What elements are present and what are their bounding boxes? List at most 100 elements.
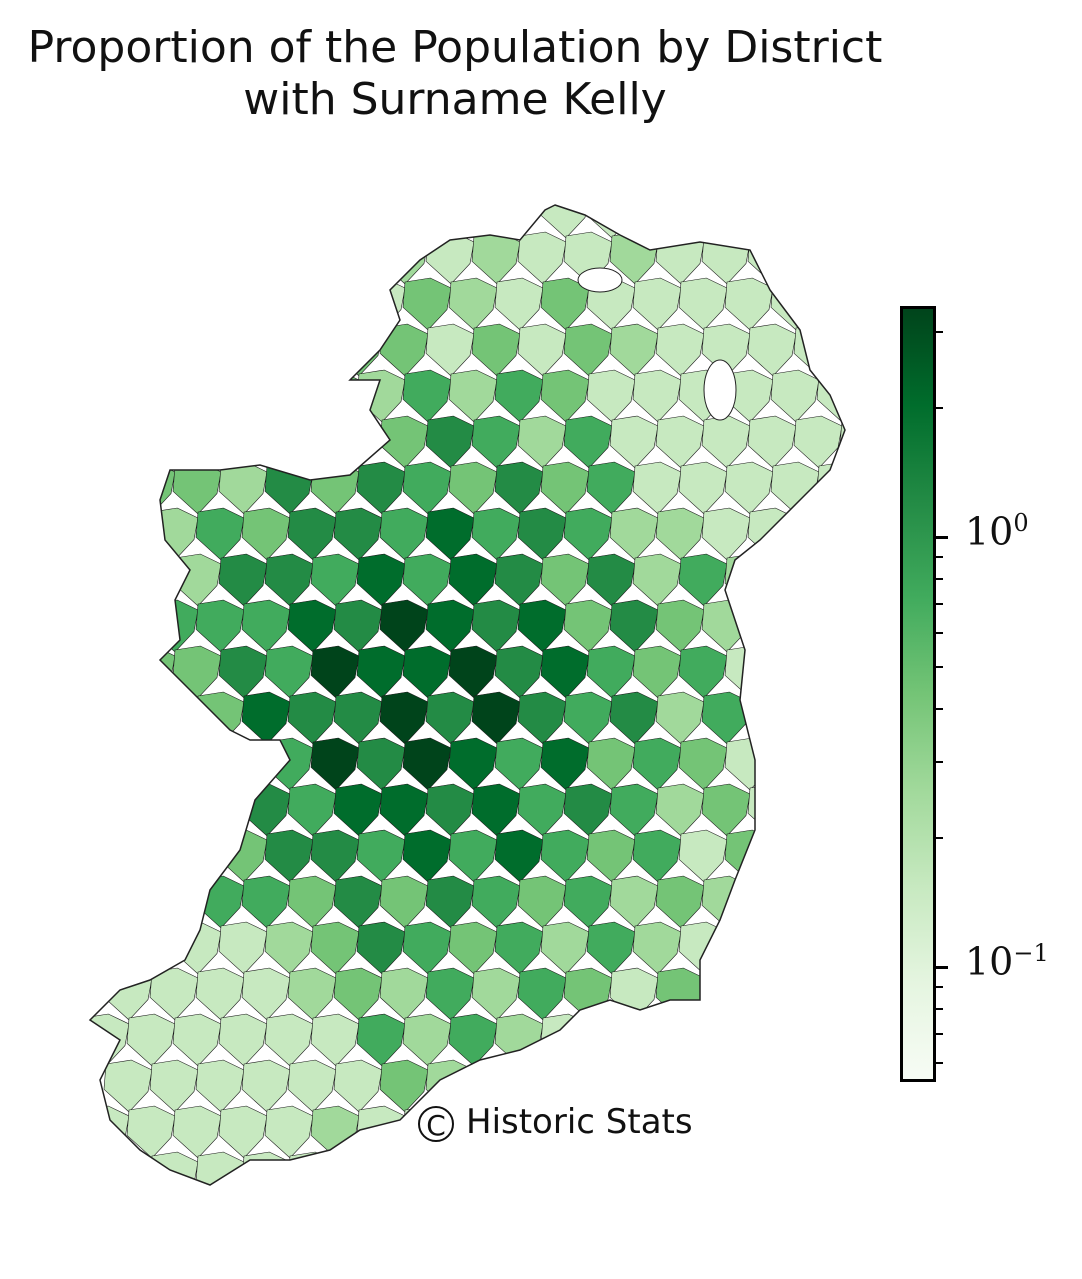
district-region [724, 737, 774, 791]
district-region [310, 737, 360, 791]
district-region [517, 1151, 567, 1185]
district-region [793, 231, 843, 285]
district-region [678, 553, 728, 607]
district-region [402, 737, 452, 791]
district-region [103, 967, 153, 1021]
district-region [517, 967, 567, 1021]
district-region [103, 323, 153, 377]
district-region [839, 1059, 845, 1113]
district-region [471, 507, 521, 561]
district-region [724, 277, 774, 331]
district-region [793, 599, 843, 653]
district-region [540, 205, 590, 239]
district-region [839, 875, 845, 929]
district-region [379, 967, 429, 1021]
district-region [448, 369, 498, 423]
district-region [517, 783, 567, 837]
tick-label-base: 10 [965, 940, 1014, 985]
district-region [333, 1151, 383, 1185]
district-region [517, 507, 567, 561]
district-region [356, 461, 406, 515]
district-region [241, 1059, 291, 1113]
district-region [747, 1151, 797, 1185]
district-region [172, 1013, 222, 1067]
district-region [287, 783, 337, 837]
district-region [471, 231, 521, 285]
district-region [425, 599, 475, 653]
district-region [287, 875, 337, 929]
district-region [172, 645, 222, 699]
district-region [586, 737, 636, 791]
district-region [264, 1013, 314, 1067]
district-region [678, 1013, 728, 1067]
district-region [655, 507, 705, 561]
district-region [195, 323, 245, 377]
district-region [149, 967, 199, 1021]
district-region [655, 967, 705, 1021]
district-region [90, 645, 130, 699]
district-region [126, 645, 176, 699]
district-region [793, 1059, 843, 1113]
district-region [448, 645, 498, 699]
district-region [839, 783, 845, 837]
district-region [195, 415, 245, 469]
district-region [218, 553, 268, 607]
district-region [425, 507, 475, 561]
district-region [356, 1013, 406, 1067]
district-region [379, 1151, 429, 1185]
district-region [517, 875, 567, 929]
district-region [126, 829, 176, 883]
district-region [172, 921, 222, 975]
district-region [172, 369, 222, 423]
district-region [655, 691, 705, 745]
district-region [195, 1059, 245, 1113]
district-region [448, 829, 498, 883]
district-region [149, 231, 199, 285]
district-region [701, 967, 751, 1021]
district-region [264, 921, 314, 975]
district-region [264, 277, 314, 331]
district-region [563, 599, 613, 653]
district-region [310, 1013, 360, 1067]
district-region [678, 737, 728, 791]
district-region [540, 369, 590, 423]
district-region [402, 369, 452, 423]
district-region [609, 967, 659, 1021]
district-region [241, 323, 291, 377]
district-region [149, 599, 199, 653]
district-region [655, 1151, 705, 1185]
district-region [149, 507, 199, 561]
district-region [609, 691, 659, 745]
district-region [241, 415, 291, 469]
district-region [632, 829, 682, 883]
district-region [333, 783, 383, 837]
district-region [448, 205, 498, 239]
district-region [816, 1105, 845, 1159]
district-region [724, 829, 774, 883]
district-region [333, 875, 383, 929]
district-region [287, 415, 337, 469]
district-region [678, 461, 728, 515]
district-region [609, 783, 659, 837]
district-region [379, 507, 429, 561]
district-region [655, 599, 705, 653]
district-region [103, 783, 153, 837]
district-region [770, 553, 820, 607]
district-region [356, 205, 406, 239]
colorbar-minor-tick [936, 578, 943, 581]
district-region [839, 1151, 845, 1185]
district-region [747, 967, 797, 1021]
district-region [632, 277, 682, 331]
district-region [816, 829, 845, 883]
district-region [586, 645, 636, 699]
district-region [517, 415, 567, 469]
district-region [90, 205, 130, 239]
colorbar-minor-tick [936, 631, 943, 634]
district-region [425, 783, 475, 837]
district-region [655, 783, 705, 837]
colorbar-minor-tick [936, 707, 943, 710]
district-region [126, 1105, 176, 1159]
district-region [839, 967, 845, 1021]
district-region [494, 369, 544, 423]
district-region [701, 783, 751, 837]
